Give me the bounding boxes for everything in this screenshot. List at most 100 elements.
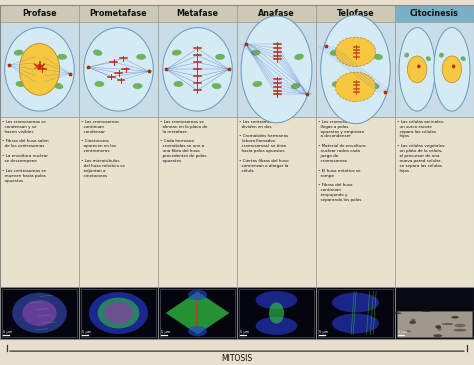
Ellipse shape: [335, 72, 376, 101]
Bar: [81, 289, 156, 337]
Text: 5 μm: 5 μm: [161, 330, 170, 334]
Ellipse shape: [461, 56, 466, 61]
Bar: [158, 117, 237, 287]
Ellipse shape: [94, 81, 104, 87]
Ellipse shape: [451, 316, 459, 319]
Ellipse shape: [22, 300, 56, 326]
Bar: [395, 22, 474, 117]
Ellipse shape: [255, 291, 297, 309]
Ellipse shape: [452, 65, 456, 68]
Text: MITOSIS: MITOSIS: [221, 354, 253, 363]
Text: • Los centrómeros se
  dividen en dos

• Cromátides hermanas
  (ahora llamados
 : • Los centrómeros se dividen en dos • Cr…: [239, 120, 289, 173]
Ellipse shape: [172, 50, 182, 55]
Ellipse shape: [133, 83, 143, 89]
Ellipse shape: [332, 314, 379, 334]
Ellipse shape: [93, 50, 102, 56]
Ellipse shape: [14, 50, 23, 55]
Bar: [0, 339, 474, 365]
Bar: [316, 22, 395, 117]
PathPatch shape: [165, 292, 229, 334]
Text: • Las células animales:
  un surco escote
  separa las células
  hijas

• Las cé: • Las células animales: un surco escote …: [397, 120, 446, 173]
Bar: [79, 287, 158, 339]
Ellipse shape: [434, 28, 470, 111]
Bar: [0, 5, 79, 22]
Text: • Los cromosomas
  llegas a polos
  opuestos y empiezan
  a decondenser

• Mater: • Los cromosomas llegas a polos opuestos…: [318, 120, 365, 202]
Ellipse shape: [19, 43, 60, 95]
Ellipse shape: [136, 54, 146, 60]
Ellipse shape: [453, 329, 466, 331]
Ellipse shape: [407, 56, 427, 83]
Ellipse shape: [433, 334, 442, 337]
Ellipse shape: [411, 319, 416, 321]
Bar: [316, 117, 395, 287]
Bar: [158, 22, 237, 117]
Ellipse shape: [16, 81, 25, 87]
Ellipse shape: [294, 54, 304, 60]
Ellipse shape: [241, 16, 312, 123]
Bar: [1, 289, 77, 337]
Ellipse shape: [409, 320, 416, 324]
Ellipse shape: [321, 15, 390, 124]
Ellipse shape: [188, 326, 207, 336]
Ellipse shape: [255, 317, 297, 335]
Ellipse shape: [417, 65, 420, 68]
Bar: [0, 22, 79, 117]
Ellipse shape: [253, 81, 262, 87]
Ellipse shape: [330, 50, 339, 56]
Ellipse shape: [442, 323, 454, 325]
Bar: [237, 287, 316, 339]
Bar: [397, 311, 473, 337]
Bar: [237, 5, 316, 22]
Ellipse shape: [438, 327, 442, 331]
Text: 5 μm: 5 μm: [3, 330, 12, 334]
Text: 5 μm: 5 μm: [82, 330, 91, 334]
Ellipse shape: [251, 50, 261, 55]
Bar: [238, 289, 314, 337]
Bar: [316, 287, 395, 339]
Ellipse shape: [212, 83, 221, 89]
Bar: [237, 22, 316, 117]
Ellipse shape: [403, 330, 412, 332]
Ellipse shape: [332, 81, 341, 87]
Bar: [160, 289, 236, 337]
Bar: [158, 287, 237, 339]
Ellipse shape: [335, 37, 376, 66]
Ellipse shape: [332, 292, 379, 312]
Ellipse shape: [5, 28, 74, 111]
Ellipse shape: [98, 297, 139, 328]
Text: Telofase: Telofase: [337, 9, 374, 18]
Ellipse shape: [215, 54, 225, 60]
Bar: [0, 287, 79, 339]
Bar: [79, 117, 158, 287]
Ellipse shape: [404, 53, 409, 58]
Ellipse shape: [173, 81, 183, 87]
Text: Anafase: Anafase: [258, 9, 295, 18]
Text: Profase: Profase: [22, 9, 57, 18]
Ellipse shape: [54, 83, 63, 89]
Bar: [158, 5, 237, 22]
Bar: [316, 5, 395, 22]
Ellipse shape: [426, 56, 431, 61]
Ellipse shape: [104, 302, 133, 324]
Bar: [395, 287, 474, 339]
Bar: [318, 289, 393, 337]
Ellipse shape: [442, 56, 462, 83]
Bar: [79, 22, 158, 117]
Ellipse shape: [89, 292, 148, 334]
Ellipse shape: [84, 28, 153, 111]
Ellipse shape: [374, 54, 383, 60]
Ellipse shape: [439, 53, 444, 58]
Ellipse shape: [455, 324, 465, 327]
Bar: [0, 117, 79, 287]
Text: • Los cromosomas se
  condensan y se
  hacen visibles

• Fibras del huso salen
 : • Los cromosomas se condensan y se hacen…: [2, 120, 48, 182]
Ellipse shape: [12, 293, 67, 333]
Text: • Los cromosomas
  continúan
  condensar

• Cinetocoros
  aparecen en los
  cent: • Los cromosomas continúan condensar • C…: [81, 120, 125, 178]
Bar: [395, 117, 474, 287]
Ellipse shape: [399, 28, 435, 111]
Text: 5 μm: 5 μm: [398, 330, 407, 334]
Ellipse shape: [370, 83, 379, 89]
Text: • Los cromosomas se
  alinean en la placa de
  la metafase

• Cada hermana
  cro: • Los cromosomas se alinean en la placa …: [160, 120, 207, 163]
Ellipse shape: [291, 83, 300, 89]
Bar: [395, 5, 474, 22]
Text: Prometafase: Prometafase: [90, 9, 147, 18]
